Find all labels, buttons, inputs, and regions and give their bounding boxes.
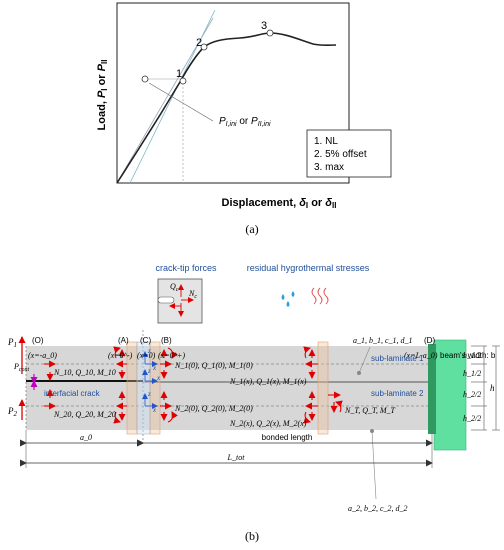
pos-c-label: (C) [140,336,151,345]
coef-top-leader [358,346,371,374]
nc-label: Nc [188,289,197,300]
pos-d-label: (D) [424,336,435,345]
legend-item-1: 1. NL [314,136,338,147]
point-1-marker [179,77,187,85]
panel-a: 1 2 3 PI,ini or PII,ini 1. NL 2. 5% offs… [96,2,392,236]
force-arrows [44,346,343,424]
nl-line [116,17,214,184]
point-2-label: 2 [196,37,202,49]
pos-b-x: (x=0^+) [158,351,185,360]
inset-notch [157,296,175,304]
thickness-dimension [471,345,500,431]
coord-system-crack: z x [142,367,161,384]
cut-window-c [136,341,151,435]
h2-top-label: h_2/2 [463,390,481,399]
point-3-label: 3 [261,20,267,32]
moisture-drops-icon [281,291,295,307]
cut-window-x [317,341,329,435]
legend-item-2: 2. 5% offset [314,149,367,160]
crack-tip-title: crack-tip forces [155,263,217,273]
pini-marker [141,75,149,83]
svg-text:z: z [147,390,151,398]
heat-waves-icon [311,287,329,305]
p1-label: P1 [7,337,17,349]
pos-c-x: (x=0) [137,351,156,360]
annotation-leader [148,82,214,122]
svg-text:x: x [152,406,157,414]
pos-b-label: (B) [161,336,172,345]
sub-laminate-2-label: sub-laminate 2 [371,389,424,398]
coord-system-lower: z x [142,390,158,414]
legend-item-3: 3. max [314,162,344,173]
qc-label: Qc [170,282,179,293]
coef-bottom-leader [371,430,377,500]
bonded-length-label: bonded length [262,433,313,442]
forces-10-label: N_10, Q_10, M_10 [53,368,116,377]
offset-line [129,9,216,184]
point-2-marker [200,43,208,51]
clamp-front [428,344,436,434]
svg-text:z: z [147,367,151,375]
coef-top-label: a_1, b_1, c_1, d_1 [353,336,413,345]
residual-title: residual hygrothermal stresses [247,263,370,273]
svg-text:x: x [156,374,161,382]
caption-a: (a) [245,222,258,236]
a0-label: a_0 [80,433,92,442]
forces-2-x-label: N_2(x), Q_2(x), M_2(x) [229,419,307,428]
x-axis-label: Displacement, δI or δII [222,197,337,210]
annotation-text: PI,ini or PII,ini [219,116,271,128]
pcont-label: Pcont [13,362,30,373]
forces-1-x-label: N_1(x), Q_1(x), M_1(x) [229,377,307,386]
pos-a-x: (x=0^-) [108,351,133,360]
svg-text:z: z [147,347,151,355]
pos-o-label: (O) [32,336,44,345]
forces-t-label: N_T, Q_T, M_T [344,406,395,415]
load-curve [116,32,337,184]
panel-b: crack-tip forces residual hygrothermal s… [7,263,500,543]
sub-laminate-1-label: sub-laminate 1 [371,354,424,363]
interfacial-crack-label: interfacial crack [44,389,101,398]
beam-width-label: beam's width: b [440,351,496,360]
h-label: h [490,383,495,393]
p2-label: P2 [7,406,18,418]
caption-b: (b) [245,529,259,543]
coord-system-upper: z x [142,347,158,372]
forces-2-0-label: N_2(0), Q_2(0), M_2(0) [174,404,253,413]
plot-frame [116,2,350,184]
forces-20-label: N_20, Q_20, M_20 [53,410,116,419]
pos-o-x: (x=-a_0) [28,351,57,360]
svg-text:x: x [152,364,157,372]
h1-bot-label: h_1/2 [463,369,481,378]
pos-d-x: (x=L-a_0) [404,351,438,360]
h2-bot-label: h_2/2 [463,414,481,423]
coef-bottom-label: a_2, b_2, c_2, d_2 [348,504,408,513]
forces-1-0-label: N_1(0), Q_1(0), M_1(0) [174,361,253,370]
pos-a-label: (A) [118,336,129,345]
point-3-marker [266,29,274,37]
ltot-label: L_tot [227,453,246,462]
h1-top-label: h_1/2 [463,351,481,360]
y-axis-label: Load, PI or PII [96,60,109,131]
legend-box [306,129,392,178]
point-1-label: 1 [176,68,182,80]
